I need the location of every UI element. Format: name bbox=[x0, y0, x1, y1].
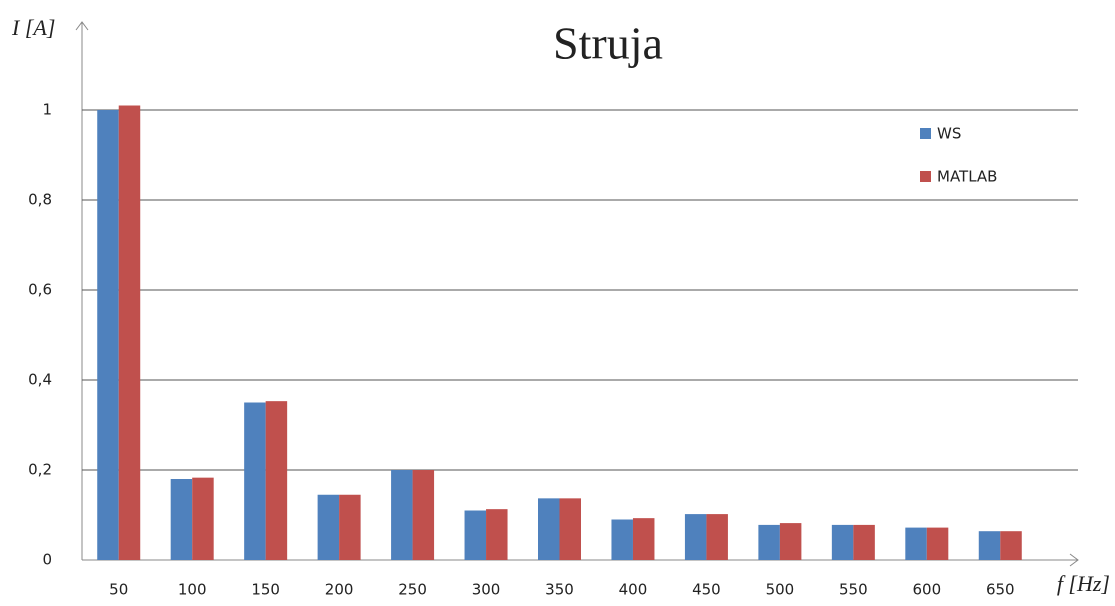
bar bbox=[265, 401, 288, 560]
bar bbox=[684, 514, 707, 560]
bar bbox=[118, 105, 141, 560]
x-tick-label: 350 bbox=[545, 581, 574, 599]
bar bbox=[97, 110, 119, 560]
bar bbox=[853, 524, 875, 560]
y-tick-label: 0,4 bbox=[28, 371, 52, 389]
bar bbox=[706, 514, 728, 560]
x-tick-label: 100 bbox=[178, 581, 207, 599]
bar bbox=[831, 524, 854, 560]
bar bbox=[339, 494, 361, 560]
bar bbox=[978, 531, 1001, 560]
bar bbox=[412, 470, 435, 560]
bar bbox=[170, 479, 193, 560]
legend-label: MATLAB bbox=[937, 168, 997, 186]
bar bbox=[192, 477, 214, 560]
x-tick-label: 500 bbox=[766, 581, 795, 599]
x-axis-label: f [Hz] bbox=[1057, 571, 1110, 596]
x-tick-label: 50 bbox=[109, 581, 128, 599]
bar bbox=[244, 402, 266, 560]
y-tick-label: 0,2 bbox=[28, 461, 52, 479]
x-tick-label: 250 bbox=[398, 581, 427, 599]
y-axis-arrow bbox=[75, 21, 89, 31]
bar bbox=[317, 494, 340, 560]
x-tick-label: 650 bbox=[986, 581, 1015, 599]
bar bbox=[391, 470, 413, 560]
bar bbox=[486, 509, 508, 560]
bar bbox=[611, 519, 633, 560]
y-axis-label: I [A] bbox=[11, 15, 55, 40]
x-tick-label: 150 bbox=[251, 581, 280, 599]
x-tick-label: 600 bbox=[912, 581, 941, 599]
bar bbox=[464, 510, 487, 560]
x-tick-label: 200 bbox=[325, 581, 354, 599]
x-tick-label: 550 bbox=[839, 581, 868, 599]
bar bbox=[926, 527, 949, 560]
bar bbox=[632, 518, 655, 560]
x-tick-label: 450 bbox=[692, 581, 721, 599]
y-tick-label: 1 bbox=[42, 101, 52, 119]
bar bbox=[758, 524, 780, 560]
chart-title: Struja bbox=[553, 18, 663, 69]
x-tick-label: 300 bbox=[472, 581, 501, 599]
x-tick-label: 400 bbox=[619, 581, 648, 599]
legend-swatch bbox=[920, 171, 931, 182]
x-axis-arrow bbox=[1069, 553, 1079, 567]
legend-swatch bbox=[920, 128, 931, 139]
y-tick-label: 0,8 bbox=[28, 191, 52, 209]
y-tick-label: 0,6 bbox=[28, 281, 52, 299]
bar bbox=[538, 498, 560, 560]
legend-label: WS bbox=[937, 125, 961, 143]
bar bbox=[779, 523, 802, 560]
bar bbox=[559, 498, 581, 560]
y-tick-label: 0 bbox=[42, 551, 52, 569]
bar bbox=[905, 527, 927, 560]
bar bbox=[1000, 531, 1022, 560]
